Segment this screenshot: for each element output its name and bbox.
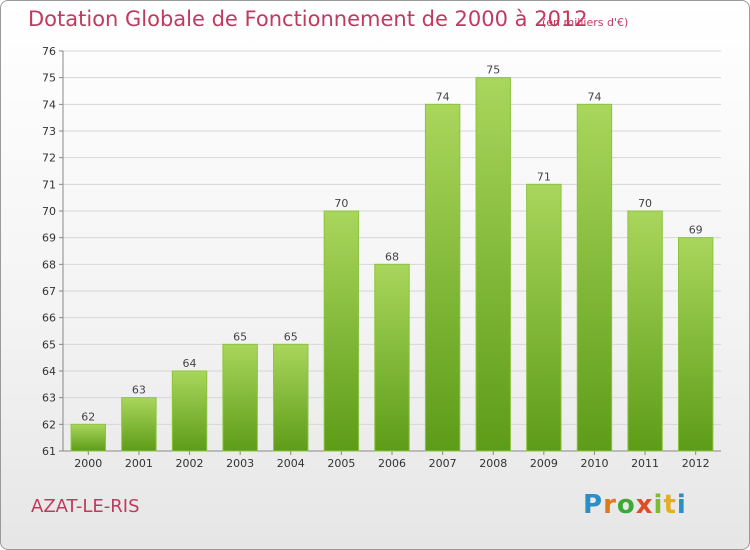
bar xyxy=(627,210,663,452)
x-tick-label: 2005 xyxy=(327,457,355,470)
data-label: 74 xyxy=(436,90,450,103)
x-tick-label: 2004 xyxy=(277,457,305,470)
data-label: 68 xyxy=(385,250,399,263)
bar xyxy=(273,343,309,452)
y-tick-label: 67 xyxy=(42,285,56,298)
logo-letter: i xyxy=(653,490,664,520)
data-label: 74 xyxy=(587,90,601,103)
data-label: 69 xyxy=(689,224,703,237)
y-tick-label: 62 xyxy=(42,418,56,431)
data-label: 63 xyxy=(132,384,146,397)
proxiti-logo: Proxiti xyxy=(583,490,687,520)
logo-letter: o xyxy=(616,490,636,520)
commune-name: AZAT-LE-RIS xyxy=(31,496,140,517)
data-label: 64 xyxy=(183,357,197,370)
logo-letter: i xyxy=(676,490,687,520)
x-tick-label: 2003 xyxy=(226,457,254,470)
x-tick-label: 2012 xyxy=(682,457,710,470)
bar xyxy=(424,103,461,452)
data-label: 70 xyxy=(638,197,652,210)
logo-letter: P xyxy=(583,490,604,520)
logo-letter: x xyxy=(635,490,654,520)
y-tick-label: 69 xyxy=(42,232,56,245)
logo-letter: r xyxy=(603,490,617,520)
x-tick-label: 2000 xyxy=(74,457,102,470)
bar xyxy=(70,423,107,452)
y-tick-label: 64 xyxy=(42,365,56,378)
data-label: 65 xyxy=(233,330,247,343)
x-tick-label: 2006 xyxy=(378,457,406,470)
x-tick-label: 2002 xyxy=(176,457,204,470)
logo-letter: t xyxy=(663,490,677,520)
bar xyxy=(374,263,410,452)
bar xyxy=(677,237,714,452)
x-tick-label: 2008 xyxy=(479,457,507,470)
chart-title: Dotation Globale de Fonctionnement de 20… xyxy=(28,7,588,31)
bar xyxy=(576,103,613,452)
chart-unit: (en milliers d'€) xyxy=(542,16,629,29)
x-tick-label: 2011 xyxy=(631,457,659,470)
bar xyxy=(171,370,208,452)
x-tick-label: 2007 xyxy=(429,457,457,470)
y-tick-label: 70 xyxy=(42,205,56,218)
y-tick-label: 68 xyxy=(42,258,56,271)
data-label: 70 xyxy=(334,197,348,210)
bar xyxy=(475,77,511,452)
data-label: 62 xyxy=(81,410,95,423)
y-tick-label: 63 xyxy=(42,392,56,405)
y-tick-label: 73 xyxy=(42,125,56,138)
bar xyxy=(526,183,562,452)
y-tick-label: 61 xyxy=(42,445,56,458)
bar-chart: 61 62 63 64 65 66 67 68 69 70 71 72 73 74 75 76 62 2000 63… xyxy=(42,45,721,470)
data-label: 65 xyxy=(284,330,298,343)
data-label: 71 xyxy=(537,170,551,183)
y-tick-label: 74 xyxy=(42,98,56,111)
y-tick-label: 76 xyxy=(42,45,56,58)
x-tick-label: 2001 xyxy=(125,457,153,470)
bar xyxy=(222,343,258,452)
y-tick-label: 65 xyxy=(42,338,56,351)
bar xyxy=(121,397,157,452)
y-tick-label: 71 xyxy=(42,178,56,191)
x-tick-label: 2009 xyxy=(530,457,558,470)
y-tick-label: 75 xyxy=(42,72,56,85)
x-tick-label: 2010 xyxy=(580,457,608,470)
bar xyxy=(323,210,360,452)
y-tick-label: 66 xyxy=(42,312,56,325)
data-label: 75 xyxy=(486,64,500,77)
y-tick-label: 72 xyxy=(42,152,56,165)
